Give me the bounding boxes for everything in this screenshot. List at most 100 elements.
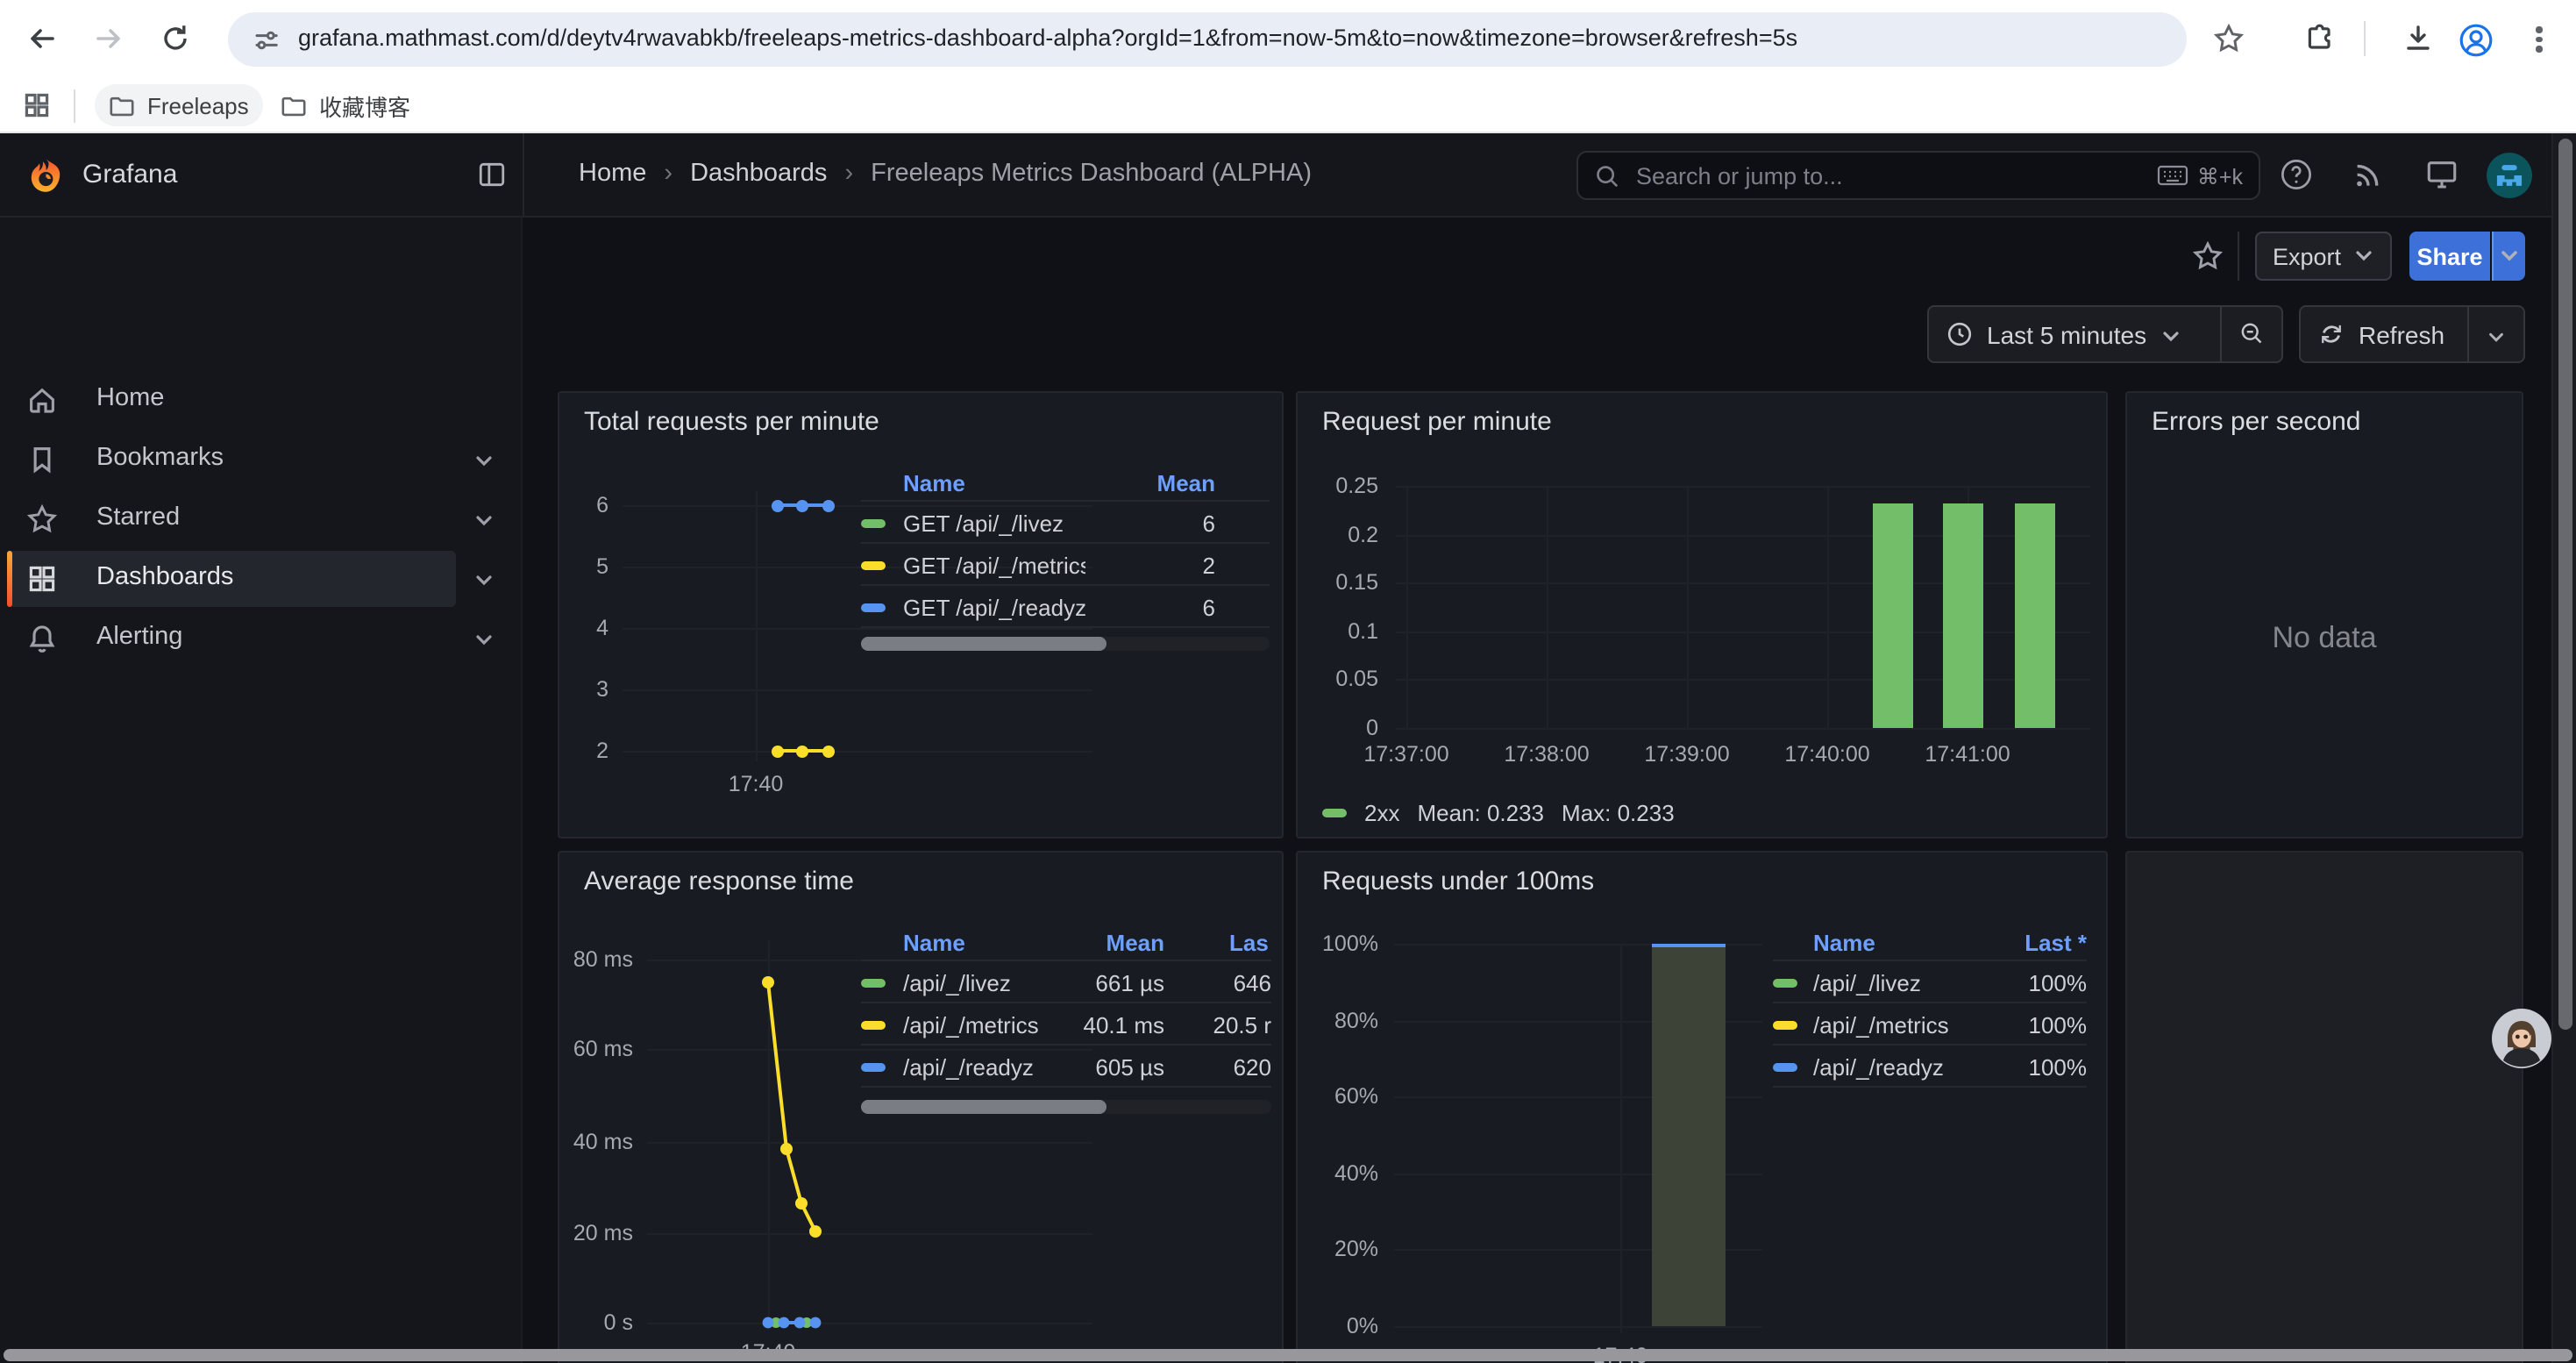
legend-name[interactable]: GET /api/_/readyz xyxy=(903,595,1085,621)
y-tick: 80 ms xyxy=(573,947,633,972)
panel-title[interactable]: Errors per second xyxy=(2152,407,2361,437)
legend-name[interactable]: GET /api/_/livez xyxy=(903,510,1064,537)
breadcrumb-dashboards[interactable]: Dashboards xyxy=(690,160,828,188)
panel-under-100ms[interactable]: Requests under 100ms 100% 80% 60% 40% 20… xyxy=(1296,851,2108,1363)
search-icon xyxy=(1594,163,1620,189)
legend-name[interactable]: /api/_/livez xyxy=(903,970,1011,996)
legend-col-name[interactable]: Name xyxy=(1813,930,1875,956)
news-rss-icon[interactable] xyxy=(2352,158,2385,191)
vertical-scrollbar-thumb[interactable] xyxy=(2558,139,2572,1030)
search-box[interactable]: ⌘+k xyxy=(1576,151,2260,200)
legend-col-name[interactable]: Name xyxy=(903,470,965,496)
assistant-avatar[interactable] xyxy=(2492,1009,2551,1068)
legend-name[interactable]: /api/_/livez xyxy=(1813,970,1921,996)
forward-icon[interactable] xyxy=(93,23,125,54)
legend-scrollbar[interactable] xyxy=(861,637,1270,651)
legend-max: Max: 0.233 xyxy=(1562,800,1675,826)
legend-mean: 40.1 ms xyxy=(1083,1012,1165,1038)
bar-under-100ms[interactable] xyxy=(1652,944,1726,1326)
reload-icon[interactable] xyxy=(160,23,191,54)
bookmark-folder-blogs[interactable]: 收藏博客 xyxy=(267,84,424,126)
legend-scrollbar[interactable] xyxy=(861,1100,1271,1114)
back-icon[interactable] xyxy=(26,23,58,54)
legend-col-last[interactable]: Las xyxy=(1229,930,1269,956)
url-text[interactable]: grafana.mathmast.com/d/deytv4rwavabkb/fr… xyxy=(298,25,1798,51)
share-button[interactable]: Share xyxy=(2409,232,2490,281)
legend-swatch[interactable] xyxy=(861,518,886,527)
sidebar-item-starred[interactable]: Starred xyxy=(0,489,523,549)
panel-total-requests[interactable]: Total requests per minute 6 5 4 3 2 17:4… xyxy=(558,391,1284,838)
favorite-star-icon[interactable] xyxy=(2192,240,2224,272)
legend-swatch[interactable] xyxy=(1773,1062,1797,1071)
legend-swatch[interactable] xyxy=(861,978,886,987)
horizontal-scrollbar-thumb[interactable] xyxy=(4,1349,2572,1361)
panel-avg-response-time[interactable]: Average response time 80 ms 60 ms 40 ms … xyxy=(558,851,1284,1363)
profile-icon[interactable] xyxy=(2459,22,2494,57)
legend-swatch[interactable] xyxy=(861,560,886,569)
sidebar-item-dashboards[interactable]: Dashboards xyxy=(0,549,523,609)
panel-request-per-minute[interactable]: Request per minute 0.25 0.2 0.15 0.1 0.0… xyxy=(1296,391,2108,838)
sidebar-item-home[interactable]: Home xyxy=(0,370,523,430)
user-avatar[interactable] xyxy=(2487,153,2532,198)
panel-title[interactable]: Total requests per minute xyxy=(584,407,879,437)
legend-name[interactable]: /api/_/readyz xyxy=(903,1054,1034,1081)
bookmark-star-icon[interactable] xyxy=(2213,23,2245,54)
zoom-out-button[interactable] xyxy=(2222,307,2281,361)
panel-title[interactable]: Requests under 100ms xyxy=(1322,867,1595,896)
browser-toolbar: grafana.mathmast.com/d/deytv4rwavabkb/fr… xyxy=(0,0,2576,79)
y-tick: 60 ms xyxy=(573,1037,633,1061)
clock-icon xyxy=(1946,321,1973,347)
legend-col-mean[interactable]: Mean xyxy=(1156,470,1215,496)
chevron-down-icon[interactable] xyxy=(473,568,495,589)
export-button[interactable]: Export xyxy=(2255,232,2392,281)
panel-title[interactable]: Average response time xyxy=(584,867,854,896)
sidebar-item-bookmarks[interactable]: Bookmarks xyxy=(0,430,523,489)
y-tick: 0.05 xyxy=(1335,667,1378,692)
bookmark-folder-freeleaps[interactable]: Freeleaps xyxy=(95,84,263,126)
legend-name[interactable]: /api/_/metrics xyxy=(1813,1012,1949,1038)
vertical-scrollbar[interactable] xyxy=(2551,133,2576,1363)
legend-name[interactable]: /api/_/metrics xyxy=(903,1012,1039,1038)
time-range-picker[interactable]: Last 5 minutes xyxy=(1929,307,2220,361)
panel-title[interactable]: Request per minute xyxy=(1322,407,1552,437)
extensions-icon[interactable] xyxy=(2304,23,2336,54)
panel-empty[interactable] xyxy=(2125,851,2523,1363)
legend-name[interactable]: GET /api/_/metrics xyxy=(903,553,1085,579)
legend-name[interactable]: /api/_/readyz xyxy=(1813,1054,1944,1081)
legend-swatch[interactable] xyxy=(1773,978,1797,987)
site-info-icon[interactable] xyxy=(253,25,281,54)
url-bar[interactable]: grafana.mathmast.com/d/deytv4rwavabkb/fr… xyxy=(228,12,2187,67)
bar-2xx[interactable] xyxy=(2015,503,2055,728)
download-icon[interactable] xyxy=(2402,23,2434,54)
chevron-down-icon[interactable] xyxy=(473,628,495,649)
chevron-down-icon[interactable] xyxy=(473,509,495,530)
legend-col-last[interactable]: Last * xyxy=(2025,930,2087,956)
share-label: Share xyxy=(2416,243,2483,269)
refresh-interval-button[interactable] xyxy=(2469,307,2523,361)
legend-swatch[interactable] xyxy=(861,1020,886,1029)
bar-2xx[interactable] xyxy=(1873,503,1913,728)
chevron-down-icon[interactable] xyxy=(473,449,495,470)
legend-swatch[interactable] xyxy=(861,603,886,611)
chevron-down-icon xyxy=(2487,324,2506,345)
breadcrumb: Home › Dashboards › Freeleaps Metrics Da… xyxy=(579,160,1312,188)
sidebar-item-alerting[interactable]: Alerting xyxy=(0,609,523,668)
bar-2xx[interactable] xyxy=(1943,503,1983,728)
panel-errors-per-second[interactable]: Errors per second No data xyxy=(2125,391,2523,838)
response-time-series xyxy=(762,976,822,1329)
legend-col-mean[interactable]: Mean xyxy=(1106,930,1164,956)
grafana-logo[interactable] xyxy=(26,156,65,195)
browser-menu-icon[interactable] xyxy=(2532,23,2546,55)
share-menu-button[interactable] xyxy=(2492,232,2525,281)
legend-2xx[interactable]: 2xx Mean: 0.233 Max: 0.233 xyxy=(1322,800,1675,826)
breadcrumb-home[interactable]: Home xyxy=(579,160,647,188)
sidebar-toggle-icon[interactable] xyxy=(477,160,507,189)
help-icon[interactable] xyxy=(2280,158,2313,191)
search-input[interactable] xyxy=(1633,154,2036,196)
apps-grid-icon[interactable] xyxy=(23,91,51,119)
refresh-button[interactable]: Refresh xyxy=(2301,307,2467,361)
legend-swatch[interactable] xyxy=(1773,1020,1797,1029)
legend-col-name[interactable]: Name xyxy=(903,930,965,956)
monitor-icon[interactable] xyxy=(2425,158,2459,191)
legend-swatch[interactable] xyxy=(861,1062,886,1071)
